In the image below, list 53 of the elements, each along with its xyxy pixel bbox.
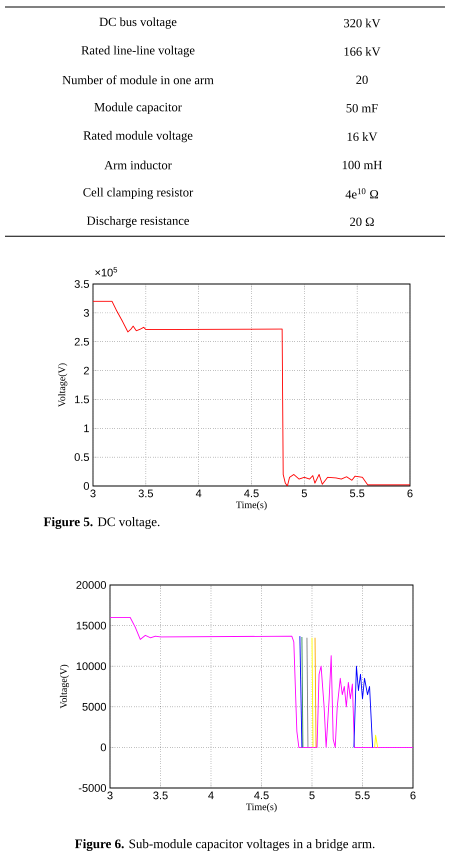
text: 16 kV [348,132,378,142]
x-tick-label: 5 [309,792,315,800]
line-series [92,300,410,486]
line-series [110,617,413,748]
y-tick-label: 10000 [76,662,106,670]
x-tick-label: 3 [107,792,113,800]
y-axis-title: Voltage(V) [58,363,68,408]
y-tick-label: 2 [84,366,89,374]
y-tick-label: 15000 [76,622,106,630]
text: 20 [356,76,368,84]
category-label: Discharge resistance [86,216,189,228]
category-label: Number of module in one arm [62,75,214,84]
text: 20 Ω [350,218,374,226]
line-series [353,666,374,748]
y-tick-label: 3 [84,308,89,317]
x-tick-label: 3.5 [153,792,168,800]
x-tick-label: 4.5 [244,490,259,498]
y-tick-label: -5000 [78,784,106,792]
x-tick-label: 3.5 [138,490,154,498]
text: Figure 5. DC voltage. [44,517,160,529]
text: ×10$^{5}$ [95,267,118,276]
category-label: Arm inductor [104,160,172,170]
y-axis-title: Voltage(V) [60,664,70,709]
y-tick-label: 0 [100,744,106,752]
text: Figure 6. Sub-module capacitor voltages in a bridge arm. [74,839,374,851]
text: 100 mH [342,160,382,170]
text: 166 kV [344,46,380,56]
y-tick-label: 20000 [76,581,106,589]
x-tick-label: 5 [302,490,307,498]
text: 320 kV [344,18,380,28]
x-tick-label: 6 [407,490,413,498]
x-tick-label: 4.5 [254,792,269,800]
category-label: Rated module voltage [84,130,192,142]
x-tick-label: 5.5 [355,792,370,800]
x-axis-title: Time(s) [236,501,267,510]
x-tick-label: 6 [410,792,416,800]
category-label: Rated line-line voltage [81,46,195,58]
x-tick-label: 4 [208,792,214,800]
y-tick-label: 5000 [82,702,106,711]
y-tick-label: 3.5 [74,280,89,288]
y-tick-label: 0.5 [74,453,89,462]
category-label: Module capacitor [94,102,182,114]
x-tick-label: 4 [196,490,202,498]
x-tick-label: 5.5 [350,490,364,498]
category-label: Cell clamping resistor [83,188,194,200]
text: 50 mF [346,104,378,112]
y-tick-label: 1 [84,424,89,432]
y-tick-label: 2.5 [74,338,89,346]
x-axis-title: Time(s) [246,803,277,812]
y-tick-label: 0 [84,482,90,490]
category-label: DC bus voltage [99,17,176,29]
text: 4e$^{10}$ Ω [346,188,378,199]
y-tick-label: 1.5 [75,396,89,404]
